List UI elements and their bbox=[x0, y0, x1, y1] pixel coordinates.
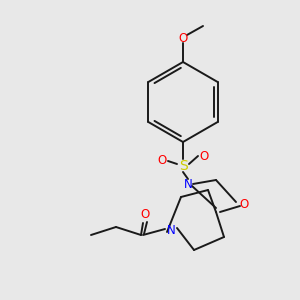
Text: N: N bbox=[184, 178, 192, 190]
Text: O: O bbox=[200, 149, 208, 163]
Text: O: O bbox=[178, 32, 188, 44]
Text: O: O bbox=[158, 154, 166, 167]
Text: O: O bbox=[140, 208, 150, 220]
Text: N: N bbox=[167, 224, 176, 236]
Text: O: O bbox=[239, 197, 249, 211]
Text: S: S bbox=[178, 159, 188, 173]
